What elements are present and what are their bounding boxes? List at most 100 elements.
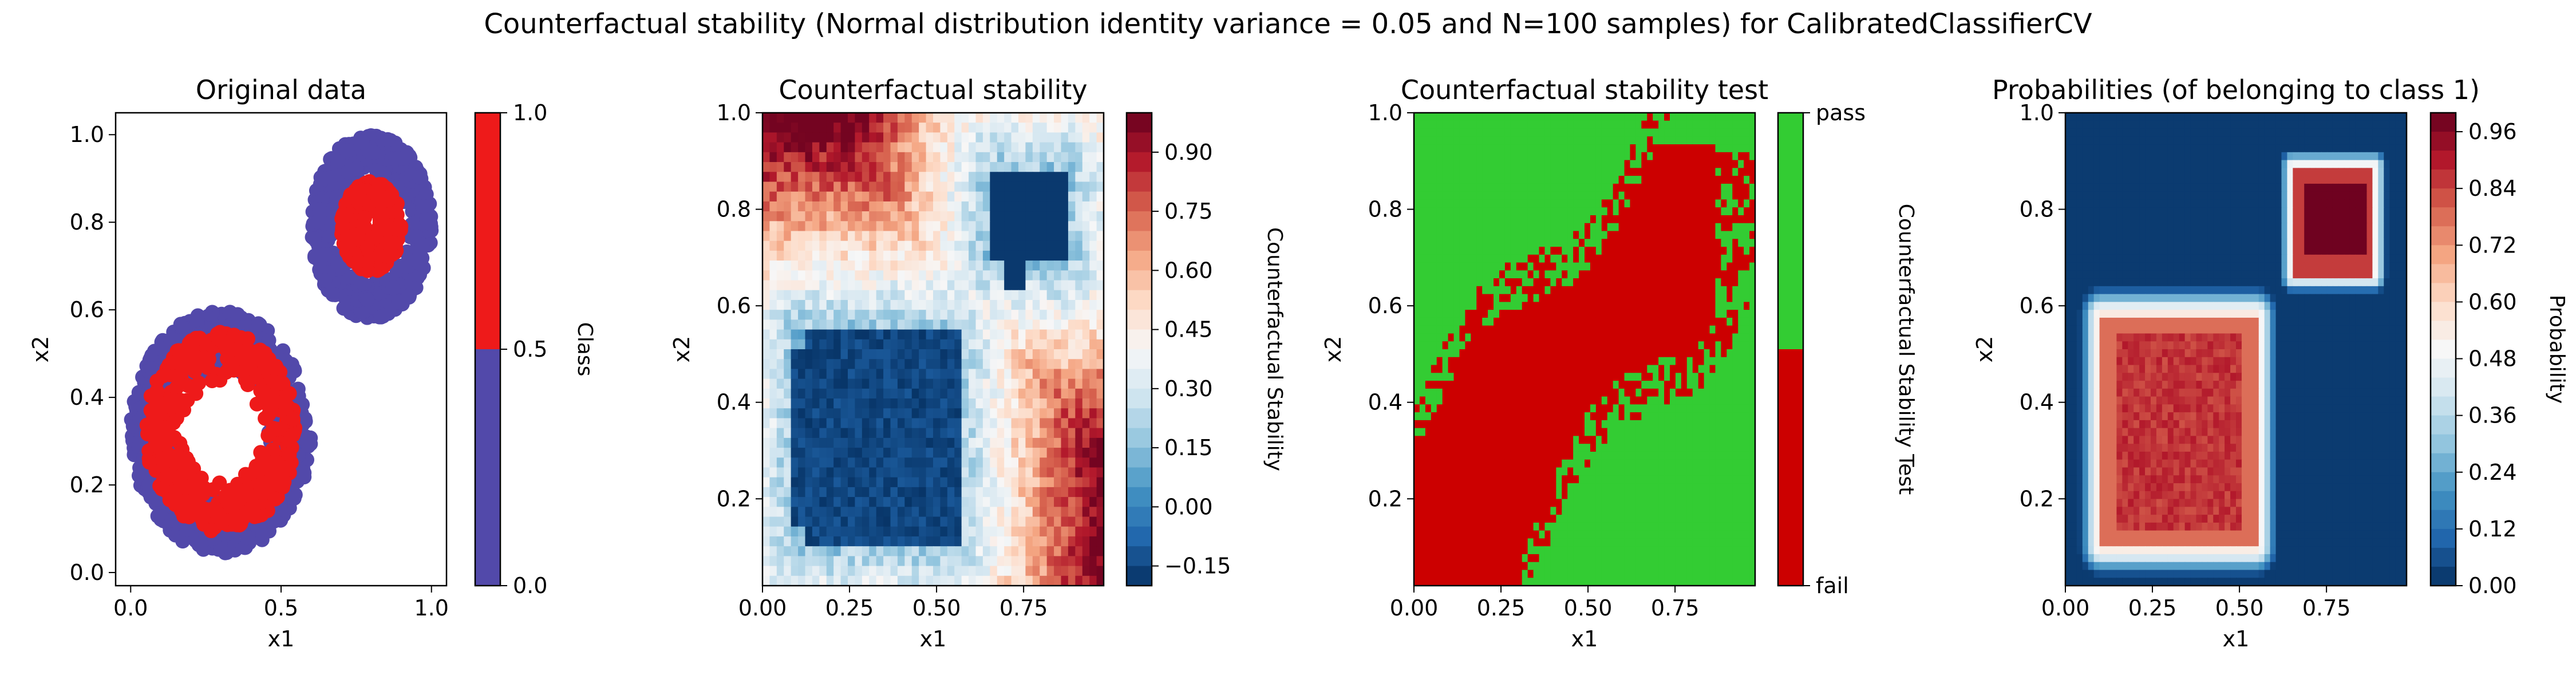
heatmap-cell <box>1465 144 1472 153</box>
heatmap-cell <box>791 290 799 301</box>
heatmap-cell <box>933 556 941 567</box>
heatmap-cell <box>1704 120 1710 129</box>
heatmap-cell <box>776 369 785 380</box>
heatmap-cell <box>1476 128 1483 137</box>
heatmap-cell <box>997 191 1005 202</box>
heatmap-cell <box>997 369 1005 380</box>
heatmap-cell <box>919 231 927 242</box>
data-point <box>151 508 167 524</box>
heatmap-cell <box>883 378 891 389</box>
heatmap-cell <box>904 487 912 498</box>
heatmap-cell <box>1011 467 1019 478</box>
heatmap-cell <box>876 270 884 281</box>
heatmap-cell <box>897 191 906 202</box>
heatmap-cell <box>1419 199 1426 208</box>
heatmap-cell <box>1075 556 1083 567</box>
heatmap-cell <box>1025 566 1033 577</box>
heatmap-cell <box>791 152 799 163</box>
heatmap-cell <box>926 398 934 409</box>
heatmap-cell <box>911 260 919 271</box>
heatmap-cell <box>1011 329 1019 340</box>
heatmap-cell <box>1607 136 1614 145</box>
heatmap-cell <box>1658 128 1665 137</box>
heatmap-cell <box>762 428 771 439</box>
heatmap-cell <box>876 467 884 478</box>
heatmap-cell <box>1590 176 1597 184</box>
heatmap-cell <box>904 250 912 261</box>
heatmap-cell <box>890 546 898 557</box>
heatmap-cell <box>840 152 848 163</box>
heatmap-cell <box>933 270 941 281</box>
heatmap-cell <box>840 398 848 409</box>
heatmap-cell <box>833 162 841 173</box>
heatmap-cell <box>1096 556 1104 567</box>
heatmap-cell <box>1516 128 1523 137</box>
heatmap-cell <box>919 181 927 192</box>
heatmap-cell <box>1054 172 1062 183</box>
heatmap-cell <box>1562 128 1568 137</box>
heatmap-cell <box>1510 128 1517 137</box>
heatmap-cell <box>897 113 906 124</box>
heatmap-cell <box>911 575 919 586</box>
heatmap-cell <box>926 142 934 153</box>
heatmap-cell <box>1046 280 1054 291</box>
heatmap-cell <box>826 270 834 281</box>
heatmap-cell <box>1054 191 1062 202</box>
heatmap-cell <box>869 457 877 468</box>
heatmap-cell <box>1025 299 1033 310</box>
heatmap-cell <box>1054 546 1062 557</box>
heatmap-cell <box>1046 546 1054 557</box>
heatmap-cell <box>919 388 927 399</box>
heatmap-cell <box>1075 457 1083 468</box>
heatmap-cell <box>762 516 771 527</box>
heatmap-cell <box>969 152 977 163</box>
heatmap-cell <box>883 191 891 202</box>
data-point <box>419 212 434 227</box>
heatmap-cell <box>1040 201 1048 212</box>
heatmap-cell <box>911 349 919 360</box>
heatmap-cell <box>883 418 891 429</box>
heatmap-cell <box>982 123 991 133</box>
heatmap-cell <box>1527 191 1534 200</box>
heatmap-cell <box>869 359 877 370</box>
heatmap-cell <box>975 310 983 321</box>
heatmap-cell <box>1488 136 1494 145</box>
heatmap-cell <box>791 536 799 547</box>
heatmap-cell <box>826 250 834 261</box>
heatmap-cell <box>876 388 884 399</box>
heatmap-cell <box>1618 136 1625 145</box>
heatmap-cell <box>1018 319 1026 330</box>
colorbar-segment <box>1127 566 1152 586</box>
heatmap-cell <box>826 123 834 133</box>
heatmap-cell <box>919 142 927 153</box>
heatmap-cell <box>954 152 962 163</box>
heatmap-cell <box>919 497 927 508</box>
heatmap-cell <box>784 270 792 281</box>
heatmap-cell <box>876 329 884 340</box>
data-point <box>393 222 408 238</box>
heatmap-cell <box>961 250 969 261</box>
heatmap-cell <box>1431 152 1437 161</box>
heatmap-cell <box>776 211 785 222</box>
heatmap-cell <box>805 113 813 124</box>
heatmap-cell <box>933 152 941 163</box>
heatmap-cell <box>1653 120 1659 129</box>
heatmap-cell <box>883 398 891 409</box>
heatmap-cell <box>1004 319 1012 330</box>
heatmap-cell <box>1068 349 1076 360</box>
heatmap-cell <box>1482 183 1488 192</box>
heatmap-cell <box>784 418 792 429</box>
heatmap-cell <box>1709 152 1716 161</box>
heatmap-cell <box>1082 497 1090 508</box>
heatmap-cell <box>1692 168 1699 176</box>
heatmap-cell <box>1011 428 1019 439</box>
heatmap-cell <box>1704 160 1710 169</box>
heatmap-cell <box>1567 113 1574 121</box>
heatmap-cell <box>1054 260 1062 271</box>
heatmap-cell <box>812 536 820 547</box>
heatmap-cell <box>1082 172 1090 183</box>
heatmap-cell <box>1738 168 1744 176</box>
heatmap-cell <box>812 270 820 281</box>
heatmap-cell <box>975 467 983 478</box>
heatmap-cell <box>862 448 870 459</box>
